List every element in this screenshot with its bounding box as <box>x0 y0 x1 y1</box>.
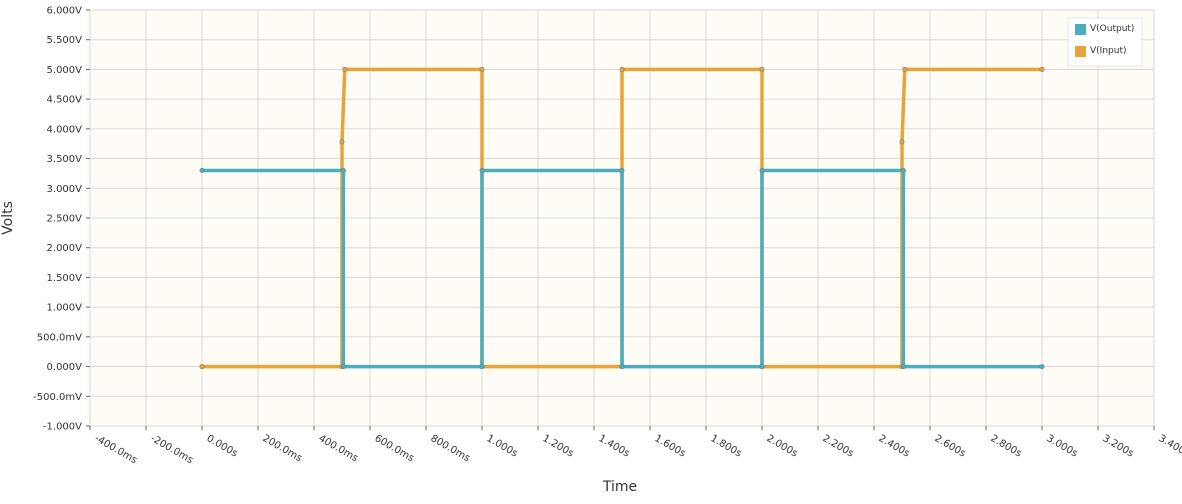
data-point-v-output <box>759 167 765 173</box>
x-axis-title: Time <box>602 479 637 495</box>
data-point-v-output <box>340 364 346 370</box>
y-tick-label: -500.0mV <box>33 392 82 403</box>
data-point-v-input <box>902 66 908 72</box>
series-layer <box>199 66 1045 370</box>
data-point-v-output <box>619 364 625 370</box>
y-tick-label: 3.000V <box>47 184 83 195</box>
data-point-v-input <box>759 66 765 72</box>
data-point-v-input <box>199 364 205 370</box>
legend-label: V(Input) <box>1090 46 1126 56</box>
series-line-v-output <box>200 168 1044 369</box>
legend-swatch <box>1075 46 1086 57</box>
data-point-v-output <box>1039 364 1045 370</box>
data-point-v-output <box>900 167 906 173</box>
legend: V(Output) V(Input) <box>1067 17 1143 67</box>
y-axis-ticks: 6.000V 5.500V 5.000V 4.500V 4.000V 3.500V 3.00… <box>33 6 90 433</box>
data-point-v-output <box>340 167 346 173</box>
y-tick-label: 2.500V <box>47 214 83 225</box>
data-point-v-output <box>479 167 485 173</box>
y-tick-label: 1.000V <box>47 303 83 314</box>
y-tick-label: 2.000V <box>47 243 83 254</box>
data-point-v-input <box>479 66 485 72</box>
y-tick-label: 1.500V <box>47 273 83 284</box>
data-point-v-output <box>619 167 625 173</box>
y-tick-label: 6.000V <box>47 6 83 17</box>
y-axis-title: Volts <box>0 201 16 235</box>
y-tick-label: 500.0mV <box>37 332 82 343</box>
legend-swatch <box>1075 24 1086 35</box>
y-tick-label: 0.000V <box>47 362 83 373</box>
data-point-v-output <box>479 364 485 370</box>
data-point-v-input <box>1039 66 1045 72</box>
y-tick-label: 3.500V <box>47 154 83 165</box>
y-tick-label: 5.500V <box>47 35 83 46</box>
data-point-v-input <box>899 139 905 145</box>
y-tick-label: 4.000V <box>47 124 83 135</box>
data-point-v-input <box>619 66 625 72</box>
y-tick-label: 4.500V <box>47 95 83 106</box>
data-point-v-output <box>900 364 906 370</box>
y-tick-label: -1.000V <box>43 422 82 433</box>
data-point-v-output <box>759 364 765 370</box>
y-tick-label: 5.000V <box>47 65 83 76</box>
data-point-v-output <box>199 167 205 173</box>
data-point-v-input <box>342 66 348 72</box>
legend-label: V(Output) <box>1090 24 1134 34</box>
data-point-v-input <box>339 139 345 145</box>
